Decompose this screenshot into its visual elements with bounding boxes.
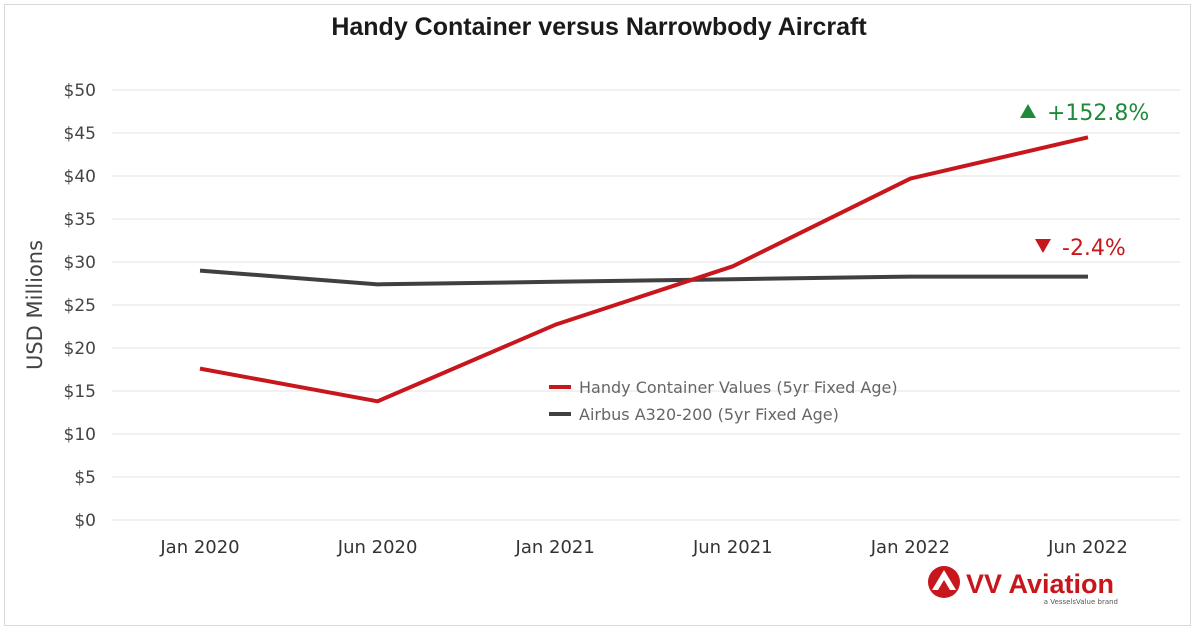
y-tick-label: $35 bbox=[64, 210, 96, 230]
y-axis-ticks: $0 $5 $10 $15 $20 $25 $30 $35 $40 $45 $50 bbox=[64, 81, 96, 531]
gridlines bbox=[112, 89, 1180, 521]
y-tick-label: $50 bbox=[64, 81, 96, 101]
brand-tagline: a VesselsValue brand bbox=[1044, 598, 1118, 606]
x-tick-label: Jun 2021 bbox=[692, 537, 773, 558]
change-annotations: +152.8% -2.4% bbox=[1020, 101, 1149, 261]
y-tick-label: $10 bbox=[64, 425, 96, 445]
change-annotation-1: -2.4% bbox=[1035, 236, 1126, 261]
legend-item-1: Airbus A320-200 (5yr Fixed Age) bbox=[549, 405, 839, 424]
y-tick-label: $45 bbox=[64, 124, 96, 144]
x-tick-label: Jun 2020 bbox=[337, 537, 418, 558]
chart-frame bbox=[4, 4, 1191, 626]
y-tick-label: $0 bbox=[74, 511, 96, 531]
y-tick-label: $5 bbox=[74, 468, 96, 488]
legend: Handy Container Values (5yr Fixed Age) Ai… bbox=[549, 378, 898, 424]
x-axis-ticks: Jan 2020 Jun 2020 Jan 2021 Jun 2021 Jan 2022… bbox=[159, 537, 1127, 558]
series-line-0 bbox=[199, 135, 1089, 404]
legend-label: Handy Container Values (5yr Fixed Age) bbox=[579, 378, 898, 397]
series-lines bbox=[199, 135, 1089, 404]
brand-name: VV Aviation bbox=[966, 569, 1114, 599]
change-label: -2.4% bbox=[1062, 236, 1126, 261]
triangle-down-icon bbox=[1035, 239, 1051, 253]
legend-item-0: Handy Container Values (5yr Fixed Age) bbox=[549, 378, 898, 397]
y-tick-label: $30 bbox=[64, 253, 96, 273]
change-annotation-0: +152.8% bbox=[1020, 101, 1149, 126]
y-tick-label: $25 bbox=[64, 296, 96, 316]
y-tick-label: $20 bbox=[64, 339, 96, 359]
y-axis-label: USD Millions bbox=[23, 240, 47, 370]
change-label: +152.8% bbox=[1047, 101, 1149, 126]
series-line-1 bbox=[199, 268, 1088, 287]
x-tick-label: Jun 2022 bbox=[1047, 537, 1128, 558]
legend-label: Airbus A320-200 (5yr Fixed Age) bbox=[579, 405, 839, 424]
x-tick-label: Jan 2022 bbox=[870, 537, 950, 558]
y-tick-label: $15 bbox=[64, 382, 96, 402]
x-tick-label: Jan 2021 bbox=[515, 537, 595, 558]
vv-aviation-logo: VV Aviation a VesselsValue brand bbox=[928, 566, 1118, 606]
chart-title: Handy Container versus Narrowbody Aircra… bbox=[331, 13, 867, 41]
triangle-up-icon bbox=[1020, 104, 1036, 118]
x-tick-label: Jan 2020 bbox=[159, 537, 239, 558]
y-tick-label: $40 bbox=[64, 167, 96, 187]
vv-aviation-logo-icon bbox=[928, 566, 960, 598]
